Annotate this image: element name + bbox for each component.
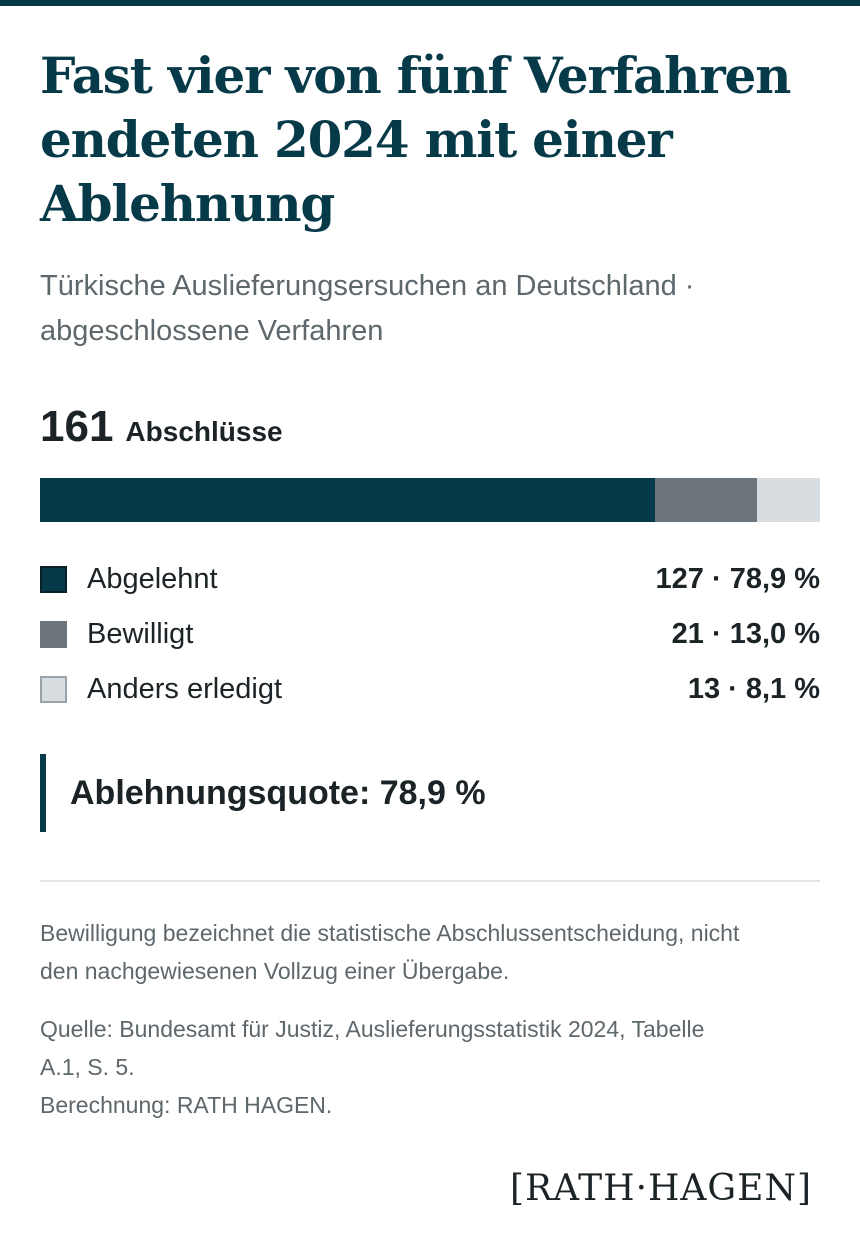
subtitle-line-1: Türkische Auslieferungsersuchen an Deuts… [40, 270, 695, 302]
legend-label: Abgelehnt [87, 563, 218, 595]
source-line-2: A.1, S. 5. [40, 1054, 135, 1080]
source-line-1: Quelle: Bundesamt für Justiz, Auslieferu… [40, 1016, 705, 1042]
legend-value: 127 · 78,9 % [655, 563, 820, 595]
footnote-line-2: den nachgewiesenen Vollzug einer Übergab… [40, 958, 510, 984]
stacked-bar [40, 478, 820, 522]
footnote: Bewilligung bezeichnet die statistische … [40, 914, 830, 990]
total-number: 161 [40, 402, 114, 451]
legend-label: Bewilligt [87, 618, 194, 650]
source-line-3: Berechnung: RATH HAGEN. [40, 1092, 333, 1118]
brand-logo: [RATH·HAGEN] [509, 1168, 812, 1209]
chart-subtitle: Türkische Auslieferungsersuchen an Deuts… [40, 264, 820, 354]
top-accent-bar [0, 0, 860, 6]
source-note: Quelle: Bundesamt für Justiz, Auslieferu… [40, 1010, 830, 1124]
callout-text: Ablehnungsquote: 78,9 % [70, 773, 486, 812]
total-label: Abschlüsse [125, 416, 283, 447]
header: Fast vier von fünf Verfahren endeten 202… [40, 44, 820, 354]
legend-label: Anders erledigt [87, 673, 283, 705]
footnote-line-1: Bewilligung bezeichnet die statistische … [40, 920, 740, 946]
chart-title: Fast vier von fünf Verfahren endeten 202… [40, 46, 791, 233]
legend-item-bewilligt: Bewilligt 21 · 13,0 % [40, 607, 820, 662]
legend: Abgelehnt 127 · 78,9 % Bewilligt 21 · 13,0 … [40, 552, 820, 717]
legend-item-abgelehnt: Abgelehnt 127 · 78,9 % [40, 552, 820, 607]
bar-segment-abgelehnt [40, 478, 655, 522]
divider [40, 880, 820, 882]
legend-swatch [40, 676, 67, 703]
legend-value: 13 · 8,1 % [687, 673, 820, 705]
rejection-rate-callout: Ablehnungsquote: 78,9 % [40, 754, 640, 832]
legend-item-anders: Anders erledigt 13 · 8,1 % [40, 662, 820, 717]
total-count: 161 Abschlüsse [40, 402, 283, 452]
legend-value: 21 · 13,0 % [671, 618, 820, 650]
bar-segment-anders [757, 478, 820, 522]
legend-swatch [40, 566, 67, 593]
legend-swatch [40, 621, 67, 648]
subtitle-line-2: abgeschlossene Verfahren [40, 315, 384, 347]
bar-segment-bewilligt [655, 478, 757, 522]
